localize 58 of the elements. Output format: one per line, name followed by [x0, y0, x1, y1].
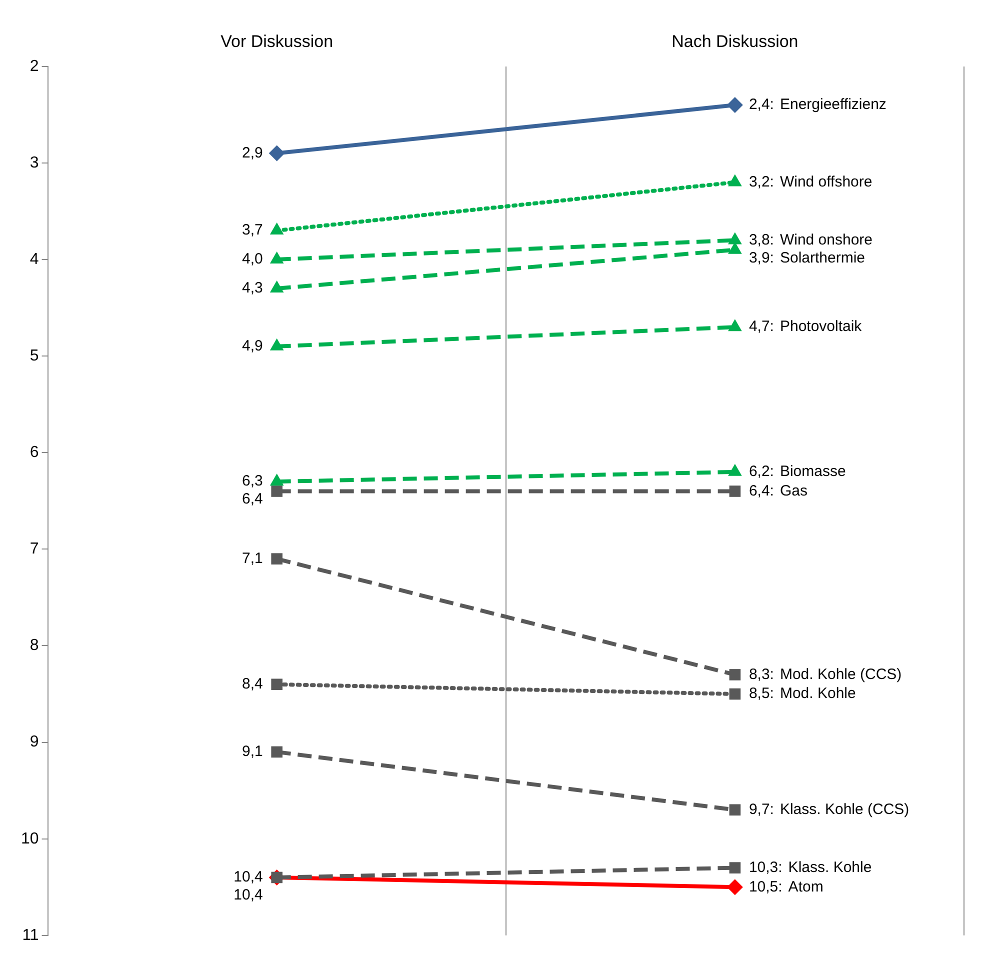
data-label: 6,3	[242, 472, 263, 490]
text: Gas	[780, 482, 808, 500]
y-tick-label: 8	[30, 637, 39, 654]
point	[729, 688, 741, 700]
data-label: 3,2:	[748, 173, 774, 190]
data-label: 10,4	[234, 868, 263, 886]
point	[729, 486, 741, 497]
data-label: 8,4	[242, 675, 263, 692]
data-label: 8,3:	[748, 666, 774, 683]
text: Mod. Kohle	[780, 685, 856, 702]
x-tick-label: Vor Diskussion	[220, 32, 334, 51]
text: Wind onshore	[780, 231, 873, 248]
x-tick-label: Nach Diskussion	[672, 32, 798, 51]
y-tick-label: 2	[30, 58, 39, 75]
point	[729, 669, 741, 680]
data-label: 9,1	[242, 743, 263, 760]
data-label: 8,5:	[748, 685, 774, 702]
text: Biomasse	[780, 463, 846, 480]
data-label: 4,3	[242, 280, 263, 297]
point	[271, 678, 283, 690]
data-label: 4,7:	[748, 318, 774, 336]
y-tick-label: 9	[30, 734, 39, 751]
data-label: 3,9:	[748, 249, 774, 266]
data-label: 7,1	[242, 550, 263, 567]
data-label: 3,7	[242, 222, 263, 239]
point	[271, 553, 283, 564]
point	[271, 486, 283, 497]
text: Wind offshore	[780, 173, 872, 190]
point	[729, 804, 741, 816]
data-label: 3,8:	[748, 231, 774, 248]
point	[726, 879, 743, 896]
text: Energieeffizienz	[780, 96, 886, 114]
y-tick-label: 11	[22, 926, 39, 944]
data-label: 4,9	[242, 338, 263, 355]
text: Mod. Kohle (CCS)	[780, 666, 902, 683]
data-label: 10,5:	[748, 878, 782, 896]
data-label: 4,0	[242, 250, 263, 268]
text: Klass. Kohle	[788, 858, 872, 876]
point	[271, 746, 283, 758]
point	[729, 862, 741, 874]
data-label: 2,4:	[748, 96, 774, 114]
y-tick-label: 3	[30, 154, 39, 172]
y-tick-label: 6	[30, 444, 39, 462]
y-tick-label: 7	[30, 540, 39, 558]
text: Photovoltaik	[780, 318, 862, 336]
data-label: 6,4:	[748, 482, 774, 500]
data-label: 6,4	[242, 490, 263, 508]
y-tick-label: 4	[30, 250, 39, 268]
data-label: 10,4	[234, 886, 263, 904]
text: Klass. Kohle (CCS)	[780, 801, 910, 818]
data-label: 10,3:	[748, 858, 782, 876]
text: Atom	[788, 878, 824, 896]
data-label: 6,2:	[748, 463, 774, 480]
text: Solarthermie	[780, 249, 866, 266]
y-tick-label: 5	[30, 347, 39, 364]
data-label: 2,9	[242, 144, 263, 162]
data-label: 9,7:	[748, 801, 774, 818]
y-tick-label: 10	[21, 830, 39, 848]
